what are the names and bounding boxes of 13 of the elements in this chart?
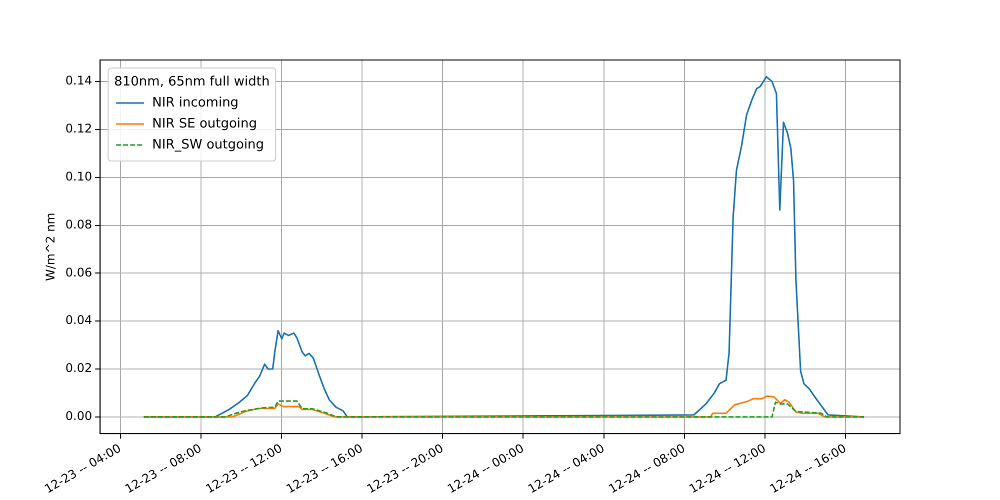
y-tick-label: 0.12	[65, 122, 92, 136]
y-tick-label: 0.08	[65, 217, 92, 232]
y-tick-label: 0.14	[65, 74, 92, 88]
y-tick-label: 0.02	[65, 361, 92, 376]
y-tick-label: 0.10	[65, 169, 92, 184]
legend-label: NIR incoming	[152, 95, 239, 110]
y-axis-title: W/m^2 nm	[43, 212, 58, 282]
legend-label: NIR_SW outgoing	[152, 137, 264, 152]
y-tick-label: 0.04	[65, 313, 92, 328]
legend-title: 810nm, 65nm full width	[114, 74, 270, 90]
legend-label: NIR SE outgoing	[152, 116, 258, 132]
y-tick-label: 0.06	[65, 265, 92, 280]
y-tick-label: 0.00	[65, 409, 92, 424]
